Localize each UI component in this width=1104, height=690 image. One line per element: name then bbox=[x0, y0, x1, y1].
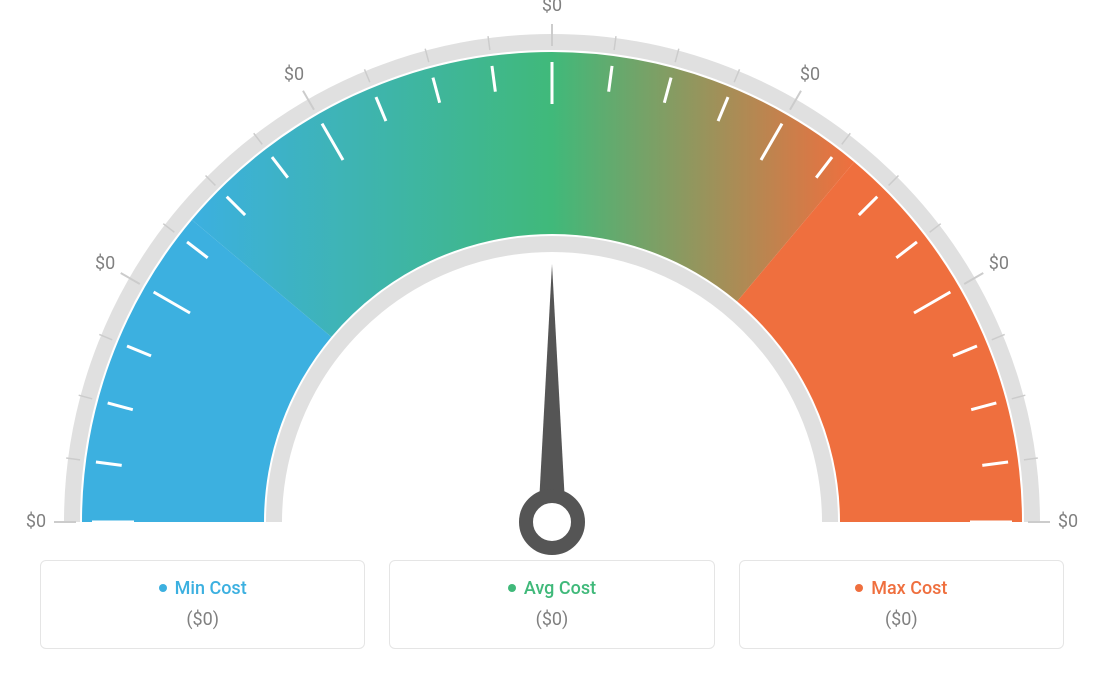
legend-value-min: ($0) bbox=[53, 609, 352, 630]
svg-text:$0: $0 bbox=[284, 64, 304, 85]
legend-row: Min Cost ($0) Avg Cost ($0) Max Cost ($0… bbox=[0, 560, 1104, 649]
legend-title-avg: Avg Cost bbox=[508, 578, 596, 599]
legend-label-max: Max Cost bbox=[871, 578, 947, 599]
legend-dot-max bbox=[855, 584, 863, 592]
legend-title-max: Max Cost bbox=[855, 578, 947, 599]
svg-text:$0: $0 bbox=[542, 0, 562, 16]
svg-text:$0: $0 bbox=[95, 253, 115, 274]
legend-card-max: Max Cost ($0) bbox=[739, 560, 1064, 649]
legend-value-max: ($0) bbox=[752, 609, 1051, 630]
legend-value-avg: ($0) bbox=[402, 609, 701, 630]
legend-label-avg: Avg Cost bbox=[524, 578, 596, 599]
legend-dot-min bbox=[159, 584, 167, 592]
legend-card-avg: Avg Cost ($0) bbox=[389, 560, 714, 649]
svg-text:$0: $0 bbox=[800, 64, 820, 85]
cost-gauge-widget: $0 $0 $0 $0 $0 $0 $0 Min Cost ($0) Avg Cost ($… bbox=[0, 0, 1104, 690]
gauge-svg: $0 $0 $0 $0 $0 $0 $0 bbox=[0, 0, 1104, 560]
svg-text:$0: $0 bbox=[26, 511, 46, 532]
svg-text:$0: $0 bbox=[1058, 511, 1078, 532]
legend-label-min: Min Cost bbox=[175, 578, 247, 599]
legend-title-min: Min Cost bbox=[159, 578, 247, 599]
svg-text:$0: $0 bbox=[989, 253, 1009, 274]
gauge-chart: $0 $0 $0 $0 $0 $0 $0 bbox=[0, 0, 1104, 560]
legend-dot-avg bbox=[508, 584, 516, 592]
legend-card-min: Min Cost ($0) bbox=[40, 560, 365, 649]
